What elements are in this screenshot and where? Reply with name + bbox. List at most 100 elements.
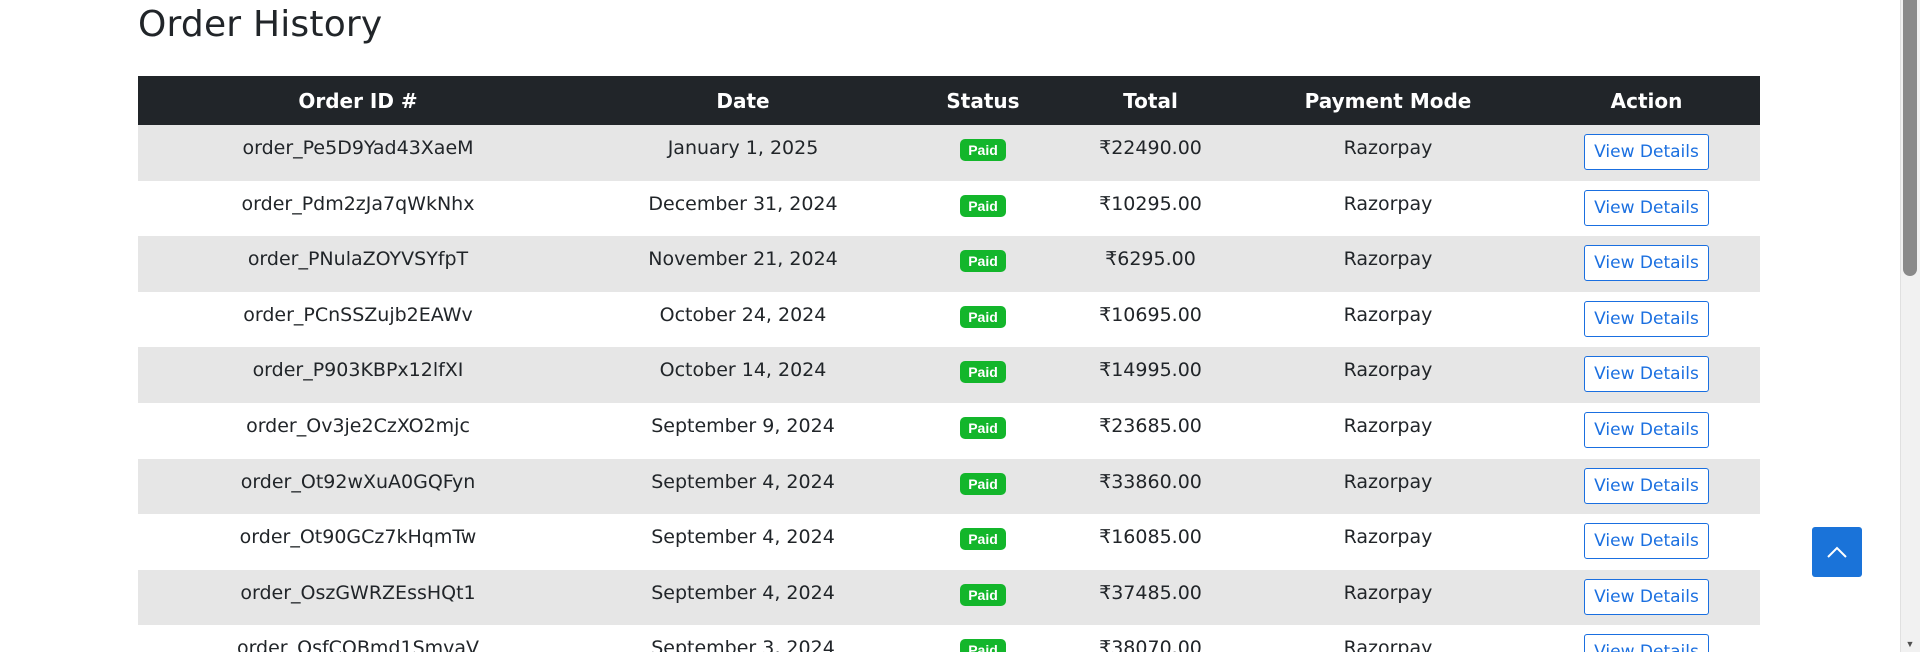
date-cell: January 1, 2025 — [667, 137, 819, 159]
action-cell: View Details — [1533, 181, 1760, 237]
action-cell: View Details — [1533, 459, 1760, 515]
action-cell: View Details — [1533, 403, 1760, 459]
view-details-button[interactable]: View Details — [1584, 134, 1709, 170]
view-details-button[interactable]: View Details — [1584, 189, 1709, 226]
page-title: Order History — [138, 4, 383, 45]
status-cell: Paid — [908, 125, 1058, 181]
view-details-button[interactable]: View Details — [1584, 467, 1709, 504]
status-badge: Paid — [960, 305, 1006, 328]
table-row: order_OszGWRZEssHQt1 September 4, 2024 P… — [138, 569, 1760, 626]
table-header-row: Order ID # Date Status Total Payment Mod… — [138, 76, 1760, 125]
status-badge: Paid — [960, 361, 1006, 384]
order-id-cell: order_Ot92wXuA0GQFyn — [240, 470, 476, 493]
header-date: Date — [716, 88, 770, 113]
scroll-to-top-button[interactable] — [1812, 527, 1862, 577]
header-order-id: Order ID # — [298, 88, 418, 113]
payment-mode-cell: Razorpay — [1343, 470, 1433, 493]
action-cell: View Details — [1533, 292, 1760, 348]
header-action: Action — [1610, 88, 1683, 113]
view-details-button[interactable]: View Details — [1584, 245, 1709, 282]
order-id-cell: order_OsfCOBmd1SmvaV — [236, 637, 480, 652]
status-cell: Paid — [908, 459, 1058, 515]
status-badge: Paid — [960, 250, 1006, 273]
total-cell: ₹10695.00 — [1099, 303, 1202, 326]
date-cell: September 4, 2024 — [651, 470, 835, 493]
payment-mode-cell: Razorpay — [1343, 303, 1433, 326]
order-id-cell: order_OszGWRZEssHQt1 — [240, 581, 476, 604]
view-details-button[interactable]: View Details — [1584, 523, 1709, 560]
payment-mode-cell: Razorpay — [1343, 637, 1433, 652]
table-body: order_Pe5D9Yad43XaeM January 1, 2025 Pai… — [138, 125, 1760, 652]
header-total: Total — [1123, 88, 1178, 113]
status-cell: Paid — [908, 236, 1058, 292]
action-cell: View Details — [1533, 625, 1760, 652]
order-id-cell: order_P903KBPx12lfXI — [252, 359, 464, 382]
scrollbar-thumb[interactable] — [1903, 0, 1917, 276]
order-table: Order ID # Date Status Total Payment Mod… — [138, 76, 1760, 652]
action-cell: View Details — [1533, 125, 1760, 181]
table-row: order_P903KBPx12lfXI October 14, 2024 Pa… — [138, 347, 1760, 403]
order-id-cell: order_Ot90GCz7kHqmTw — [239, 526, 477, 549]
order-table-container: Order ID # Date Status Total Payment Mod… — [138, 76, 1760, 652]
payment-mode-cell: Razorpay — [1343, 414, 1433, 437]
view-details-button[interactable]: View Details — [1584, 411, 1709, 448]
table-row: order_Pdm2zJa7qWkNhx December 31, 2024 P… — [138, 180, 1760, 237]
total-cell: ₹33860.00 — [1099, 470, 1202, 493]
status-badge: Paid — [960, 139, 1006, 161]
status-badge: Paid — [960, 583, 1006, 606]
status-cell: Paid — [908, 514, 1058, 570]
total-cell: ₹22490.00 — [1099, 137, 1202, 159]
total-cell: ₹10295.00 — [1099, 192, 1202, 215]
order-id-cell: order_Pe5D9Yad43XaeM — [242, 137, 474, 159]
view-details-button[interactable]: View Details — [1584, 356, 1709, 393]
total-cell: ₹14995.00 — [1099, 359, 1202, 382]
action-cell: View Details — [1533, 347, 1760, 403]
view-details-button[interactable]: View Details — [1584, 634, 1709, 652]
scroll-down-arrow-icon[interactable]: ▼ — [1905, 639, 1915, 649]
total-cell: ₹23685.00 — [1099, 414, 1202, 437]
order-id-cell: order_PNulaZOYVSYfpT — [247, 248, 469, 271]
order-id-cell: order_Pdm2zJa7qWkNhx — [241, 192, 475, 215]
total-cell: ₹37485.00 — [1099, 581, 1202, 604]
table-row: order_Pe5D9Yad43XaeM January 1, 2025 Pai… — [138, 125, 1760, 181]
total-cell: ₹6295.00 — [1105, 248, 1196, 271]
action-cell: View Details — [1533, 236, 1760, 292]
status-cell: Paid — [908, 292, 1058, 348]
date-cell: October 14, 2024 — [659, 359, 827, 382]
date-cell: October 24, 2024 — [659, 303, 827, 326]
view-details-button[interactable]: View Details — [1584, 300, 1709, 337]
status-badge: Paid — [960, 416, 1006, 439]
total-cell: ₹38070.00 — [1099, 637, 1202, 652]
table-row: order_OsfCOBmd1SmvaV September 3, 2024 P… — [138, 625, 1760, 652]
status-badge: Paid — [960, 528, 1006, 551]
date-cell: December 31, 2024 — [648, 192, 838, 215]
action-cell: View Details — [1533, 570, 1760, 626]
status-cell: Paid — [908, 625, 1058, 652]
order-id-cell: order_PCnSSZujb2EAWv — [243, 303, 473, 326]
payment-mode-cell: Razorpay — [1343, 581, 1433, 604]
view-details-button[interactable]: View Details — [1584, 578, 1709, 615]
header-status: Status — [946, 88, 1020, 113]
status-badge: Paid — [960, 194, 1006, 217]
status-badge: Paid — [960, 472, 1006, 495]
payment-mode-cell: Razorpay — [1343, 137, 1433, 159]
status-badge: Paid — [960, 639, 1006, 652]
date-cell: September 4, 2024 — [651, 526, 835, 549]
table-row: order_Ot90GCz7kHqmTw September 4, 2024 P… — [138, 514, 1760, 570]
payment-mode-cell: Razorpay — [1343, 248, 1433, 271]
payment-mode-cell: Razorpay — [1343, 526, 1433, 549]
header-payment-mode: Payment Mode — [1304, 88, 1472, 113]
table-row: order_PCnSSZujb2EAWv October 24, 2024 Pa… — [138, 291, 1760, 348]
status-cell: Paid — [908, 570, 1058, 626]
table-row: order_PNulaZOYVSYfpT November 21, 2024 P… — [138, 236, 1760, 292]
date-cell: September 4, 2024 — [651, 581, 835, 604]
total-cell: ₹16085.00 — [1099, 526, 1202, 549]
action-cell: View Details — [1533, 514, 1760, 570]
payment-mode-cell: Razorpay — [1343, 192, 1433, 215]
date-cell: September 9, 2024 — [651, 414, 835, 437]
table-row: order_Ov3je2CzXO2mjc September 9, 2024 P… — [138, 402, 1760, 459]
table-row: order_Ot92wXuA0GQFyn September 4, 2024 P… — [138, 458, 1760, 515]
status-cell: Paid — [908, 181, 1058, 237]
payment-mode-cell: Razorpay — [1343, 359, 1433, 382]
